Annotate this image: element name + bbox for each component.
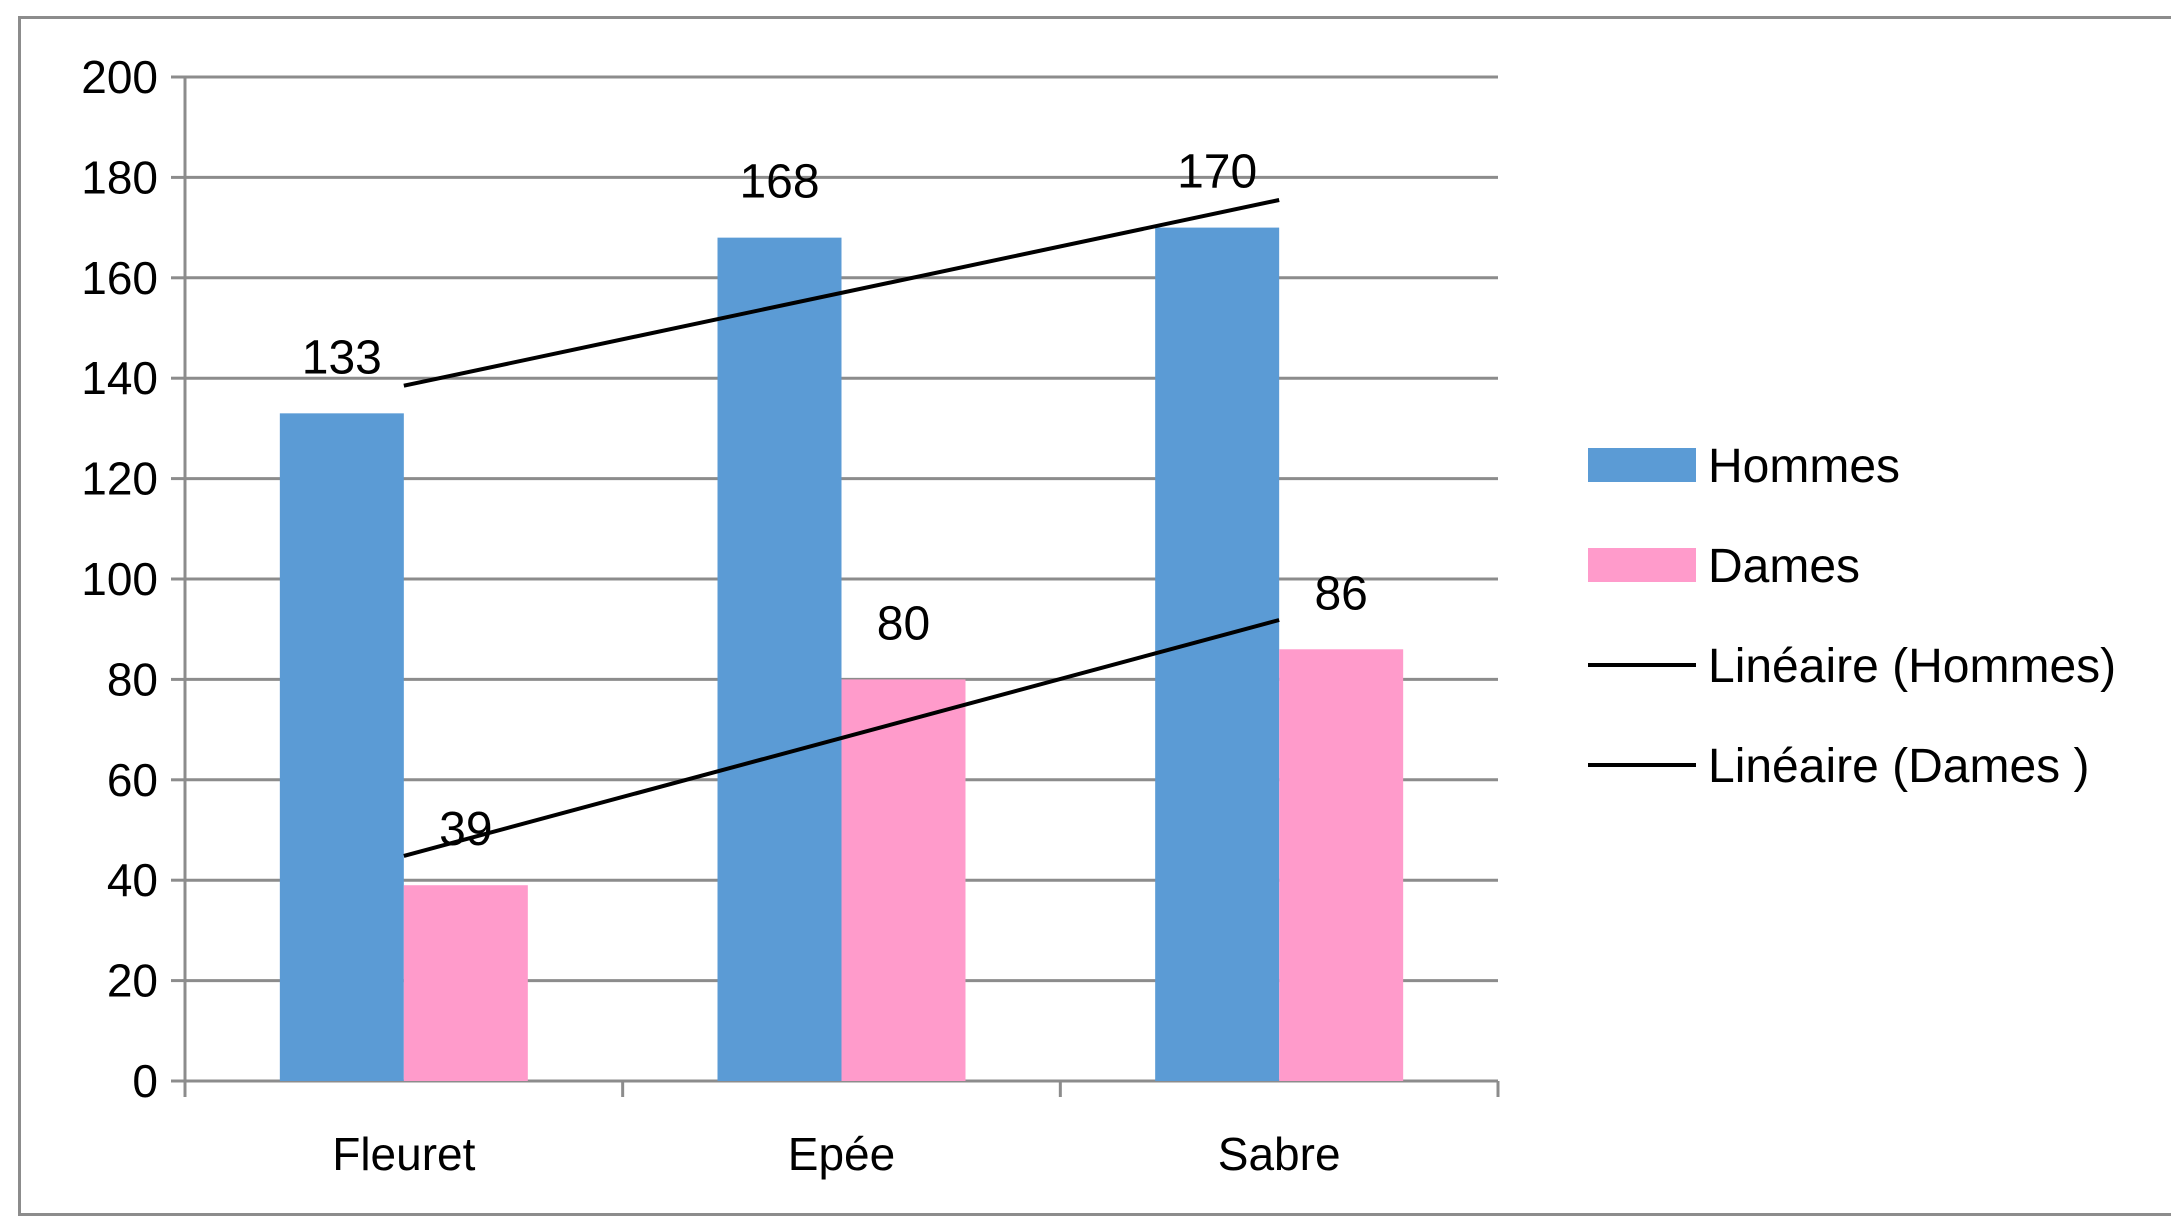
x-tick-label: Sabre [1218, 1128, 1341, 1180]
y-tick-label: 200 [81, 51, 158, 103]
legend-swatch [1588, 548, 1696, 582]
legend-label: Linéaire (Hommes) [1708, 640, 2116, 693]
y-tick-label: 120 [81, 453, 158, 505]
data-label: 170 [1177, 146, 1257, 199]
y-tick-label: 180 [81, 151, 158, 203]
x-tick-label: Fleuret [332, 1128, 475, 1180]
y-tick-label: 60 [107, 754, 158, 806]
trendline-0 [403, 198, 1280, 388]
legend-label: Linéaire (Dames ) [1708, 740, 2089, 793]
y-tick-label: 20 [107, 955, 158, 1007]
bar-hommes [1155, 227, 1280, 1082]
data-label: 80 [877, 597, 930, 650]
bar-dames [403, 885, 528, 1081]
y-tick-label: 0 [132, 1055, 158, 1107]
bar-dames [841, 679, 966, 1081]
data-label: 86 [1314, 567, 1367, 620]
bar-dames [1279, 649, 1404, 1081]
legend-label: Dames [1708, 540, 1860, 593]
y-tick-label: 40 [107, 854, 158, 906]
legend-swatch [1588, 448, 1696, 482]
y-tick-label: 80 [107, 653, 158, 705]
x-tick-label: Epée [788, 1128, 895, 1180]
y-tick-label: 160 [81, 252, 158, 304]
y-tick-label: 140 [81, 352, 158, 404]
data-label: 39 [439, 803, 492, 856]
bar-hommes [279, 413, 404, 1082]
bar-hommes [717, 237, 842, 1081]
trendline-1 [403, 618, 1280, 858]
data-label: 168 [739, 156, 819, 209]
legend-label: Hommes [1708, 440, 1900, 493]
data-label: 133 [302, 331, 382, 384]
y-tick-label: 100 [81, 553, 158, 605]
